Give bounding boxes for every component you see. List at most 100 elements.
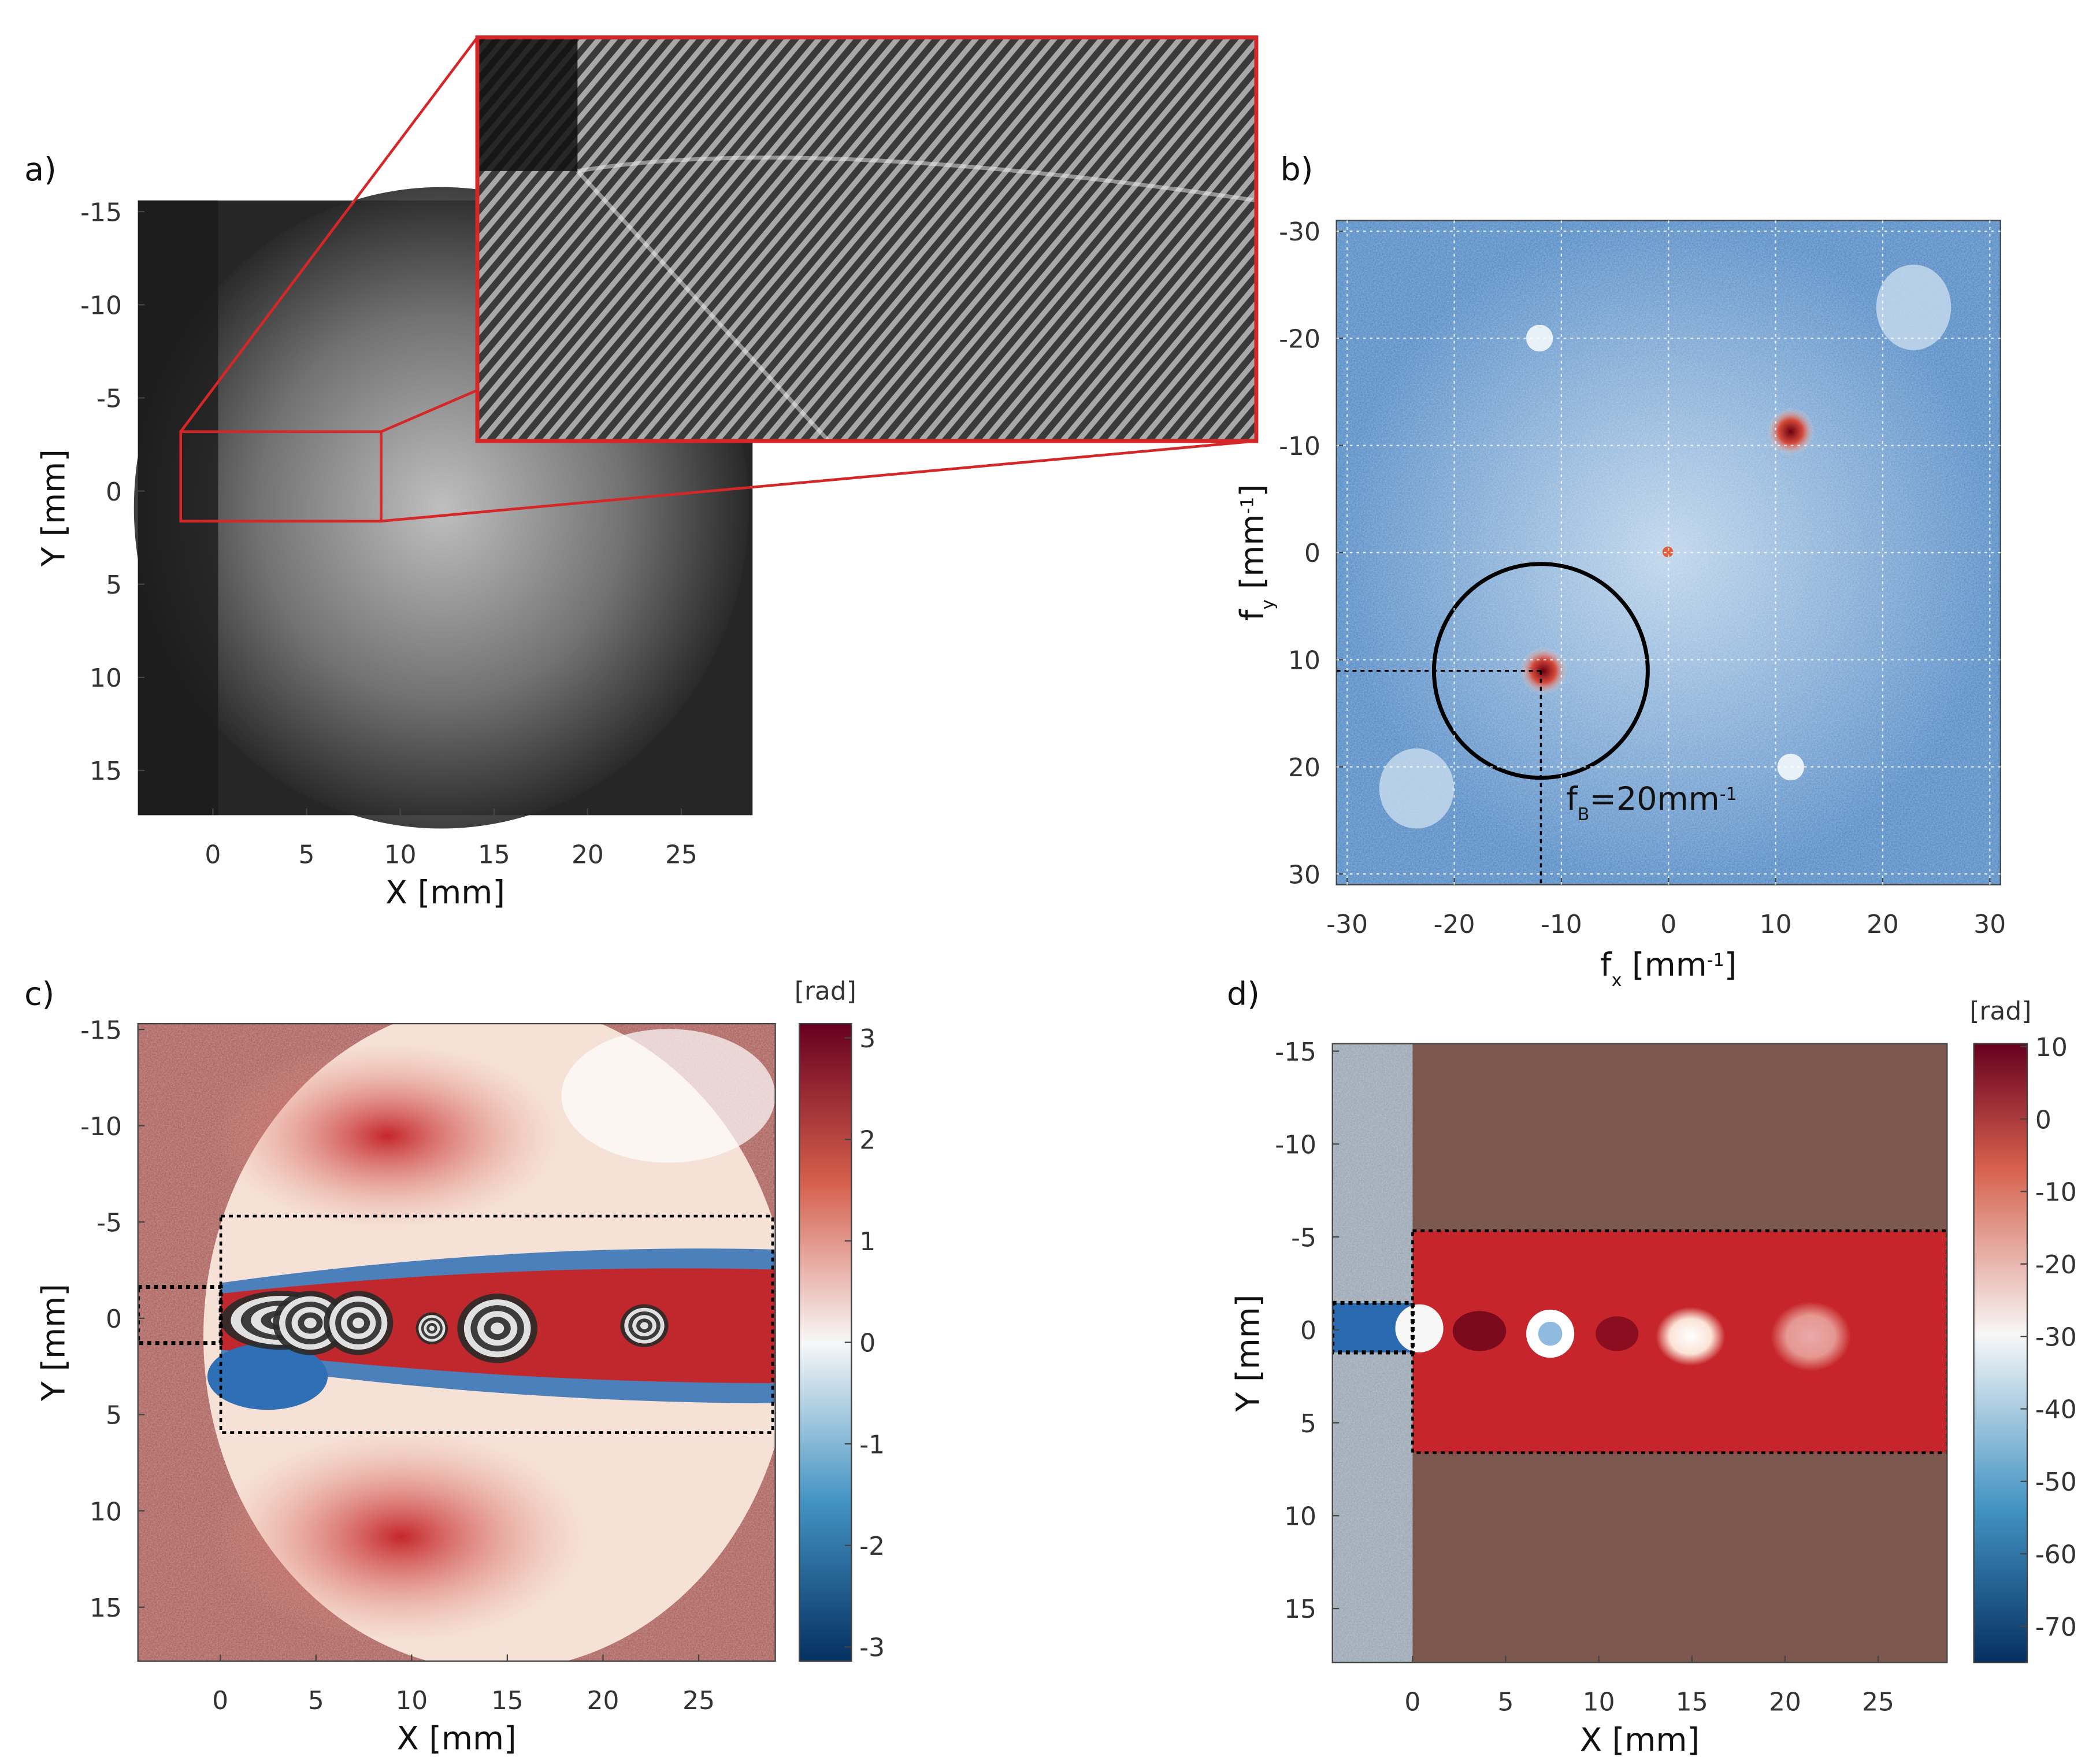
y-tick-label: 0 [1300, 1316, 1316, 1346]
x-tick-label: 10 [395, 1686, 428, 1715]
x-tick-label: -20 [1434, 910, 1475, 939]
y-tick-label: -20 [1279, 325, 1320, 354]
y-tick-label: 10 [1288, 646, 1320, 676]
x-tick-label: 30 [1973, 910, 2006, 939]
fringe [491, 1322, 504, 1335]
colorbar-tick-label: -2 [859, 1532, 885, 1561]
colorbar-tick-label: -20 [2035, 1250, 2077, 1280]
colorbar-tick-label: 0 [859, 1329, 875, 1358]
y-tick-label: 0 [106, 477, 122, 507]
y-tick-label: 20 [1288, 753, 1320, 783]
x-tick-label: -30 [1326, 910, 1368, 939]
y-tick-label: 10 [90, 1497, 122, 1526]
y-tick-label: -30 [1279, 217, 1320, 247]
label-part: ] [1234, 484, 1271, 497]
x-tick-label: 20 [587, 1686, 619, 1715]
panel-d-frame [1331, 1043, 1948, 1663]
label-part: [mm [1622, 946, 1706, 984]
y-tick-label: 15 [1284, 1595, 1316, 1624]
label-part: x [1612, 970, 1622, 990]
y-tick-label: 5 [1300, 1409, 1316, 1439]
y-tick-label: 5 [106, 1401, 122, 1431]
axis-label: fx [mm-1] [1600, 946, 1737, 990]
x-tick-label: 10 [1583, 1688, 1615, 1717]
axis-label: fB=20mm-1 [1566, 780, 1737, 825]
fringe [429, 1325, 435, 1331]
y-tick-label: -10 [80, 291, 122, 320]
y-tick-label: -5 [97, 1208, 122, 1237]
x-tick-label: 15 [491, 1686, 524, 1715]
x-tick-label: 0 [1404, 1688, 1420, 1717]
label-part: -1 [1720, 784, 1737, 805]
colorbar-tick-label: -30 [2035, 1322, 2077, 1352]
colorbar-tick-label: -70 [2035, 1613, 2077, 1642]
y-tick-label: 0 [1304, 539, 1320, 568]
colorbar-tick-label: 2 [859, 1125, 875, 1155]
x-tick-label: 25 [665, 840, 698, 870]
panel-b-image [1335, 220, 2001, 885]
label-part: ] [1724, 946, 1737, 984]
label-part: =20mm [1590, 780, 1720, 818]
axis-label: X [mm] [397, 1720, 517, 1758]
x-tick-label: 10 [384, 840, 417, 870]
label-part: -1 [1237, 497, 1257, 514]
fringe [304, 1317, 317, 1329]
x-tick-label: 15 [1676, 1688, 1708, 1717]
colorbar-d [1973, 1043, 2028, 1663]
y-tick-label: -10 [1275, 1131, 1316, 1160]
panel-label: b) [1281, 151, 1314, 188]
colorbar-tick-label: 0 [2035, 1105, 2051, 1135]
label-part: [mm [1234, 514, 1271, 599]
label-part: y [1257, 599, 1278, 610]
fringe [640, 1322, 648, 1329]
y-tick-label: -5 [1291, 1223, 1316, 1252]
x-tick-label: 0 [1660, 910, 1676, 939]
y-tick-label: -5 [97, 384, 122, 414]
x-tick-label: 20 [1867, 910, 1899, 939]
colorbar-tick-label: -40 [2035, 1395, 2077, 1425]
x-tick-label: 10 [1760, 910, 1792, 939]
y-tick-label: 10 [1284, 1502, 1316, 1531]
panel-label: d) [1227, 976, 1260, 1013]
axis-label: Y [mm] [35, 449, 73, 567]
x-tick-label: 20 [572, 840, 604, 870]
panel-label: c) [24, 976, 54, 1013]
colorbar-tick-label: -60 [2035, 1540, 2077, 1569]
colorbar-tick-label: -10 [2035, 1178, 2077, 1207]
colorbar-label: [rad] [795, 976, 856, 1006]
panel-c-frame [137, 1022, 776, 1662]
y-tick-label: 0 [106, 1305, 122, 1334]
panel-a-image [133, 35, 1259, 829]
panel-d-image [1332, 1043, 1947, 1663]
x-tick-label: 0 [205, 840, 221, 870]
y-tick-label: 15 [90, 757, 122, 786]
panel-c-image [138, 1024, 776, 1661]
x-tick-label: 15 [478, 840, 510, 870]
x-tick-label: 25 [1862, 1688, 1894, 1717]
y-tick-label: -10 [80, 1112, 122, 1142]
y-tick-label: 15 [90, 1593, 122, 1623]
label-part: f [1600, 946, 1612, 984]
label-part: f [1566, 780, 1578, 818]
x-tick-label: 0 [212, 1686, 228, 1715]
y-tick-label: -10 [1279, 432, 1320, 461]
panel-label: a) [24, 151, 57, 188]
colorbar-tick-label: 1 [859, 1227, 875, 1257]
axis-label: Y [mm] [35, 1284, 73, 1402]
colorbar-tick-label: 10 [2035, 1033, 2068, 1062]
y-tick-label: 10 [90, 664, 122, 693]
y-tick-label: -15 [80, 1016, 122, 1045]
label-part: B [1578, 805, 1590, 825]
label-part: f [1234, 609, 1271, 621]
x-tick-label: 5 [308, 1686, 324, 1715]
colorbar-label: [rad] [1969, 996, 2031, 1026]
colorbar-tick-label: 3 [859, 1024, 875, 1054]
x-tick-label: -10 [1541, 910, 1582, 939]
colorbar-tick-label: -3 [859, 1633, 885, 1663]
x-tick-label: 5 [1497, 1688, 1513, 1717]
fringe [353, 1317, 365, 1329]
x-tick-label: 5 [299, 840, 315, 870]
y-tick-label: 5 [106, 570, 122, 600]
